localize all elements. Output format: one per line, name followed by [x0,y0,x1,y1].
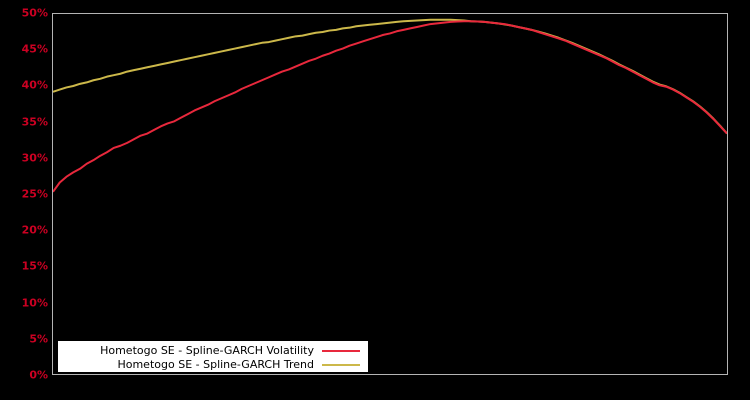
y-tick-label: 20% [21,223,48,237]
y-tick-label: 15% [21,259,48,273]
y-tick-label: 10% [21,296,48,310]
legend-entry-volatility: Hometogo SE - Spline-GARCH Volatility [58,344,362,357]
legend-swatch-trend [322,363,360,366]
y-tick-label: 40% [21,78,48,92]
legend-swatch-volatility [322,349,360,352]
series-line [53,20,727,193]
y-tick-label: 50% [21,6,48,20]
y-tick-label: 30% [21,151,48,165]
legend-label-volatility: Hometogo SE - Spline-GARCH Volatility [100,344,314,357]
y-tick-label: 45% [21,42,48,56]
legend-entry-trend: Hometogo SE - Spline-GARCH Trend [58,358,362,371]
y-tick-label: 0% [29,368,48,382]
plot-svg [53,18,727,193]
legend-label-trend: Hometogo SE - Spline-GARCH Trend [117,358,314,371]
y-tick-label: 35% [21,115,48,129]
series-line [53,18,727,135]
y-axis: 0% 5% 10% 15% 20% 25% 30% 35% 40% 45% 50% [0,0,48,400]
y-tick-label: 25% [21,187,48,201]
plot-area [52,13,728,375]
chart-legend: Hometogo SE - Spline-GARCH Volatility Ho… [58,341,368,372]
y-tick-label: 5% [29,332,48,346]
